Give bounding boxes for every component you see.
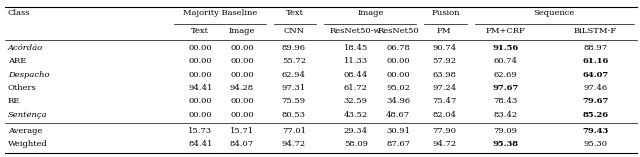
- Text: 97.24: 97.24: [432, 84, 456, 92]
- Text: 61.16: 61.16: [582, 57, 609, 65]
- Text: 83.42: 83.42: [493, 111, 518, 119]
- Text: Image: Image: [228, 27, 255, 35]
- Text: 29.34: 29.34: [344, 127, 368, 135]
- Text: 78.43: 78.43: [493, 97, 518, 105]
- Text: Text: Text: [191, 27, 209, 35]
- Text: 34.96: 34.96: [386, 97, 410, 105]
- Text: Image: Image: [357, 9, 383, 16]
- Text: Text: Text: [286, 9, 304, 16]
- Text: Sequence: Sequence: [534, 9, 575, 16]
- Text: 82.04: 82.04: [432, 111, 456, 119]
- Text: 11.33: 11.33: [344, 57, 368, 65]
- Text: 84.41: 84.41: [188, 141, 212, 148]
- Text: 75.47: 75.47: [432, 97, 456, 105]
- Text: 32.59: 32.59: [344, 97, 368, 105]
- Text: 00.00: 00.00: [387, 57, 410, 65]
- Text: 15.73: 15.73: [188, 127, 212, 135]
- Text: 94.72: 94.72: [282, 141, 306, 148]
- Text: 00.00: 00.00: [189, 44, 212, 52]
- Text: Class: Class: [8, 9, 30, 16]
- Text: 89.96: 89.96: [282, 44, 306, 52]
- Text: Fusion: Fusion: [431, 9, 460, 16]
- Text: 00.00: 00.00: [230, 97, 253, 105]
- Text: 43.52: 43.52: [344, 111, 368, 119]
- Text: 94.28: 94.28: [230, 84, 254, 92]
- Text: BiLSTM-F: BiLSTM-F: [573, 27, 617, 35]
- Text: 95.38: 95.38: [493, 141, 518, 148]
- Text: 79.67: 79.67: [582, 97, 609, 105]
- Text: 57.92: 57.92: [432, 57, 456, 65]
- Text: 77.01: 77.01: [282, 127, 306, 135]
- Text: 62.69: 62.69: [493, 71, 518, 78]
- Text: 00.00: 00.00: [230, 111, 253, 119]
- Text: 18.45: 18.45: [344, 44, 368, 52]
- Text: 80.53: 80.53: [282, 111, 306, 119]
- Text: 94.41: 94.41: [188, 84, 212, 92]
- Text: ARE: ARE: [8, 57, 26, 65]
- Text: RE: RE: [8, 97, 20, 105]
- Text: 00.00: 00.00: [189, 57, 212, 65]
- Text: 55.72: 55.72: [282, 57, 306, 65]
- Text: 77.90: 77.90: [432, 127, 456, 135]
- Text: 00.00: 00.00: [189, 71, 212, 78]
- Text: 79.09: 79.09: [493, 127, 518, 135]
- Text: FM+CRF: FM+CRF: [486, 27, 525, 35]
- Text: ResNet50: ResNet50: [377, 27, 419, 35]
- Text: 88.97: 88.97: [583, 44, 607, 52]
- Text: 95.02: 95.02: [386, 84, 410, 92]
- Text: Weighted: Weighted: [8, 141, 47, 148]
- Text: 30.91: 30.91: [386, 127, 410, 135]
- Text: 85.26: 85.26: [582, 111, 608, 119]
- Text: 75.59: 75.59: [282, 97, 306, 105]
- Text: Average: Average: [8, 127, 42, 135]
- Text: Sentença: Sentença: [8, 111, 47, 119]
- Text: 61.72: 61.72: [344, 84, 368, 92]
- Text: 97.31: 97.31: [282, 84, 306, 92]
- Text: Despacho: Despacho: [8, 71, 49, 78]
- Text: 62.94: 62.94: [282, 71, 306, 78]
- Text: 00.00: 00.00: [230, 44, 253, 52]
- Text: 06.78: 06.78: [386, 44, 410, 52]
- Text: 97.46: 97.46: [583, 84, 607, 92]
- Text: 63.98: 63.98: [432, 71, 456, 78]
- Text: 00.00: 00.00: [387, 71, 410, 78]
- Text: FM: FM: [437, 27, 451, 35]
- Text: 87.67: 87.67: [386, 141, 410, 148]
- Text: 95.30: 95.30: [583, 141, 607, 148]
- Text: Acórdão: Acórdão: [8, 44, 43, 52]
- Text: 84.07: 84.07: [230, 141, 254, 148]
- Text: 58.09: 58.09: [344, 141, 368, 148]
- Text: 08.44: 08.44: [344, 71, 368, 78]
- Text: 00.00: 00.00: [189, 111, 212, 119]
- Text: 94.72: 94.72: [432, 141, 456, 148]
- Text: 64.07: 64.07: [582, 71, 609, 78]
- Text: 60.74: 60.74: [493, 57, 518, 65]
- Text: 79.43: 79.43: [582, 127, 609, 135]
- Text: Others: Others: [8, 84, 36, 92]
- Text: 97.67: 97.67: [492, 84, 519, 92]
- Text: ResNet50-w: ResNet50-w: [330, 27, 381, 35]
- Text: 90.74: 90.74: [432, 44, 456, 52]
- Text: 00.00: 00.00: [189, 97, 212, 105]
- Text: CNN: CNN: [283, 27, 305, 35]
- Text: 15.71: 15.71: [230, 127, 254, 135]
- Text: 91.56: 91.56: [492, 44, 519, 52]
- Text: 00.00: 00.00: [230, 57, 253, 65]
- Text: Majority Baseline: Majority Baseline: [182, 9, 257, 16]
- Text: 00.00: 00.00: [230, 71, 253, 78]
- Text: 48.67: 48.67: [386, 111, 410, 119]
